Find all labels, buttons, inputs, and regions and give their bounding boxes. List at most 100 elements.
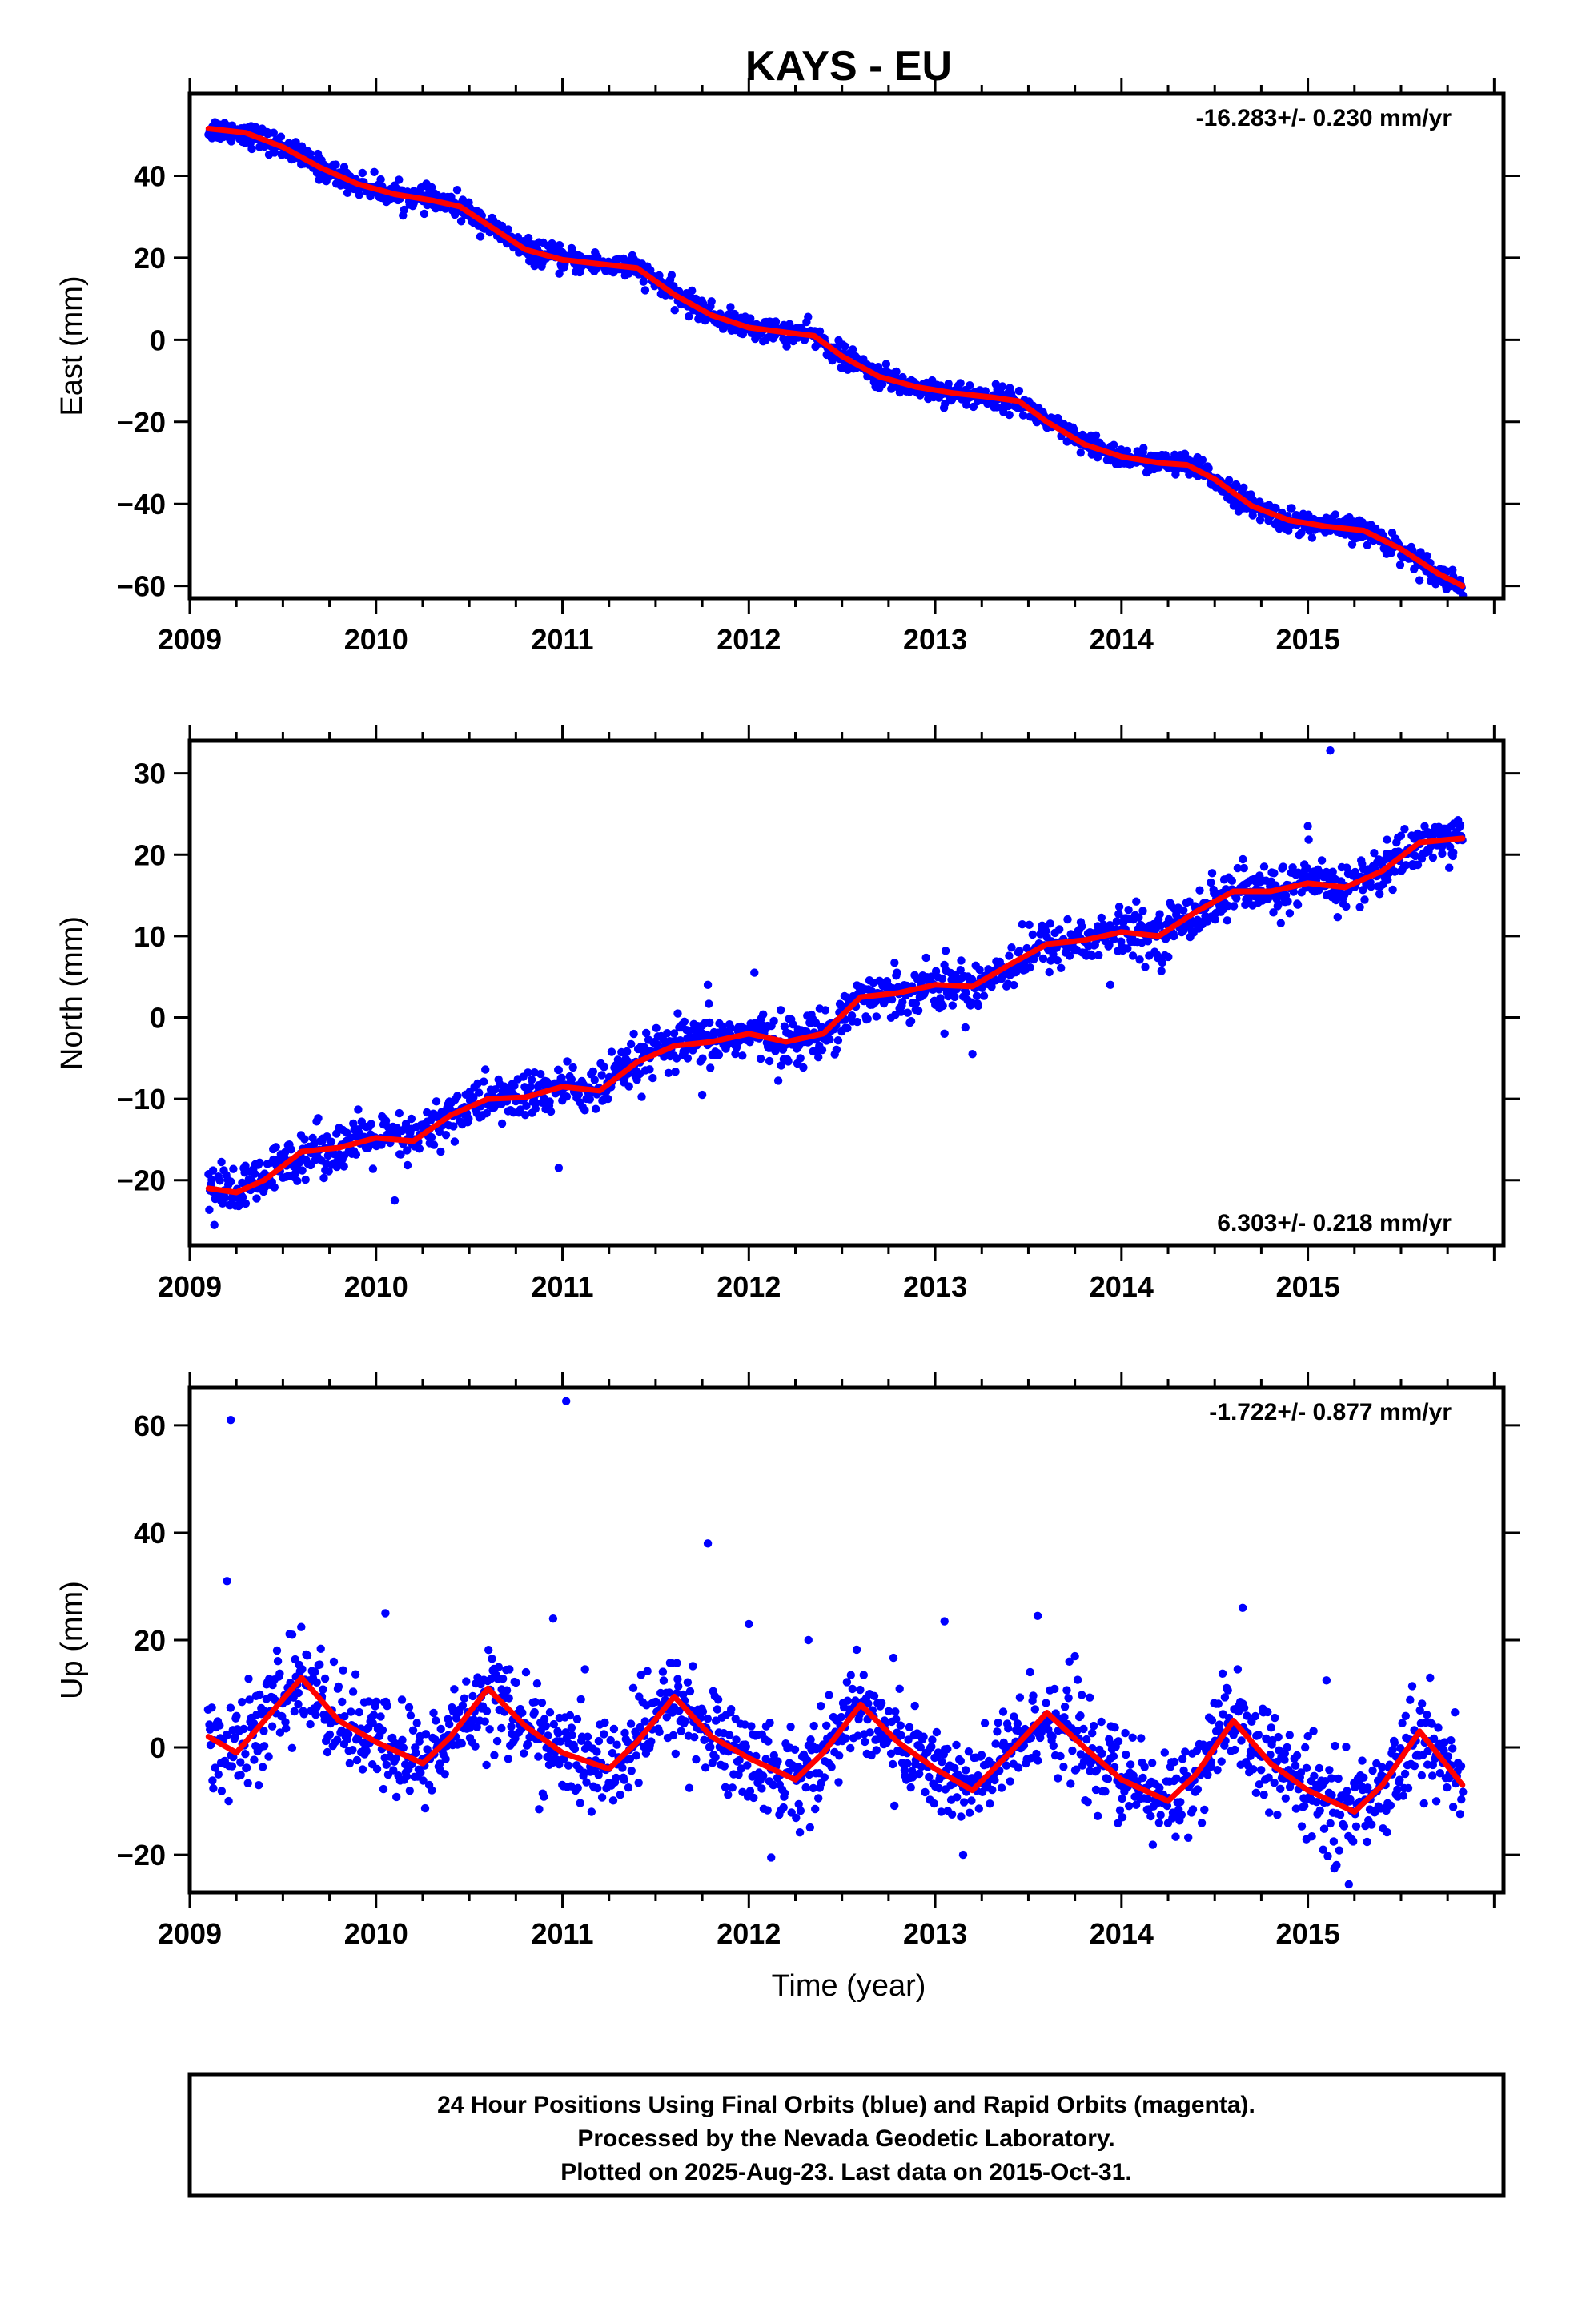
data-point [675, 1707, 684, 1715]
data-point [1259, 1791, 1268, 1799]
y-tick-label: 40 [134, 1517, 166, 1550]
data-point [1022, 943, 1031, 953]
data-point [1378, 1763, 1387, 1771]
data-point [652, 1023, 661, 1033]
data-point [1351, 1822, 1361, 1831]
data-point [1332, 895, 1341, 903]
y-tick-label: 0 [150, 1731, 166, 1764]
data-point [637, 1092, 646, 1101]
data-point [1042, 927, 1050, 935]
data-point [665, 1688, 674, 1697]
data-point [464, 1114, 473, 1123]
model-fit-line [205, 1675, 1466, 1815]
data-point [1083, 1798, 1092, 1807]
data-point [698, 1707, 708, 1716]
x-tick-label: 2013 [903, 1270, 967, 1303]
data-point [1363, 1837, 1371, 1847]
data-point [815, 327, 825, 336]
data-point [725, 1731, 734, 1739]
y-axis-title: East (mm) [55, 275, 89, 416]
data-points [204, 746, 1467, 1229]
data-point [1038, 954, 1048, 963]
data-point [893, 968, 901, 977]
data-point [1459, 1787, 1468, 1796]
data-point [745, 1038, 754, 1047]
data-point [897, 1731, 905, 1740]
data-point [962, 1766, 970, 1775]
data-point [1148, 1759, 1157, 1767]
data-point [1050, 1684, 1059, 1694]
x-tick-label: 2012 [717, 623, 781, 656]
data-point [1097, 913, 1106, 923]
outlier-point [554, 1164, 564, 1172]
data-point [974, 1804, 984, 1813]
data-point [1254, 1731, 1263, 1739]
data-point [794, 1799, 803, 1809]
data-point [587, 1807, 596, 1816]
data-point [802, 1027, 811, 1036]
data-point [1307, 533, 1317, 542]
data-point [1375, 890, 1384, 899]
data-point [861, 1737, 869, 1747]
data-point [297, 1622, 306, 1631]
data-point [714, 1051, 724, 1059]
data-point [980, 1719, 990, 1727]
data-point [428, 1786, 436, 1795]
data-point [689, 1662, 697, 1671]
data-point [290, 1707, 299, 1716]
data-point [884, 1707, 893, 1715]
x-tick-label: 2013 [903, 1917, 967, 1950]
data-point [282, 1724, 291, 1733]
data-point [331, 160, 340, 169]
data-point [1177, 1811, 1186, 1819]
data-point [440, 1770, 449, 1779]
data-point [1249, 1765, 1258, 1774]
data-point [1211, 915, 1219, 924]
data-point [406, 1711, 416, 1720]
data-point [510, 1081, 519, 1091]
outlier-point [1070, 1651, 1079, 1661]
data-point [932, 1727, 942, 1737]
data-point [1207, 878, 1215, 887]
data-point [1138, 907, 1147, 915]
model-fit-line [205, 126, 1466, 589]
data-point [1239, 854, 1247, 864]
data-point [452, 186, 462, 195]
outlier-point [697, 1090, 707, 1100]
data-point [540, 1792, 548, 1801]
y-axis-title: North (mm) [55, 916, 89, 1070]
data-point [1317, 856, 1327, 865]
data-point [241, 1199, 251, 1208]
data-point [961, 1023, 970, 1032]
data-point [294, 1688, 303, 1698]
data-point [669, 1029, 679, 1038]
data-point [1164, 952, 1173, 962]
data-point [1010, 980, 1018, 990]
data-point [837, 1712, 846, 1722]
data-point [928, 1735, 937, 1744]
data-point [1439, 1746, 1448, 1755]
data-point [423, 1108, 432, 1117]
data-point [287, 1743, 297, 1752]
data-point [1224, 476, 1234, 485]
data-point [1135, 955, 1144, 964]
y-tick-label: 0 [150, 1001, 166, 1034]
data-point [541, 1722, 550, 1731]
data-point [1014, 947, 1024, 955]
data-point [846, 1743, 855, 1753]
data-point [842, 1678, 852, 1687]
data-point [925, 1772, 934, 1782]
data-point [593, 1783, 602, 1793]
data-point [952, 1740, 961, 1750]
data-point [1438, 849, 1447, 858]
data-point [1219, 1710, 1227, 1719]
data-point [450, 1685, 459, 1694]
data-point [1293, 900, 1303, 909]
data-point [520, 1111, 530, 1120]
data-point [457, 1739, 466, 1748]
data-point [1110, 440, 1118, 449]
data-point [1399, 1791, 1408, 1800]
data-point [1281, 1794, 1291, 1803]
data-point [358, 1765, 367, 1774]
data-point [241, 1750, 250, 1759]
